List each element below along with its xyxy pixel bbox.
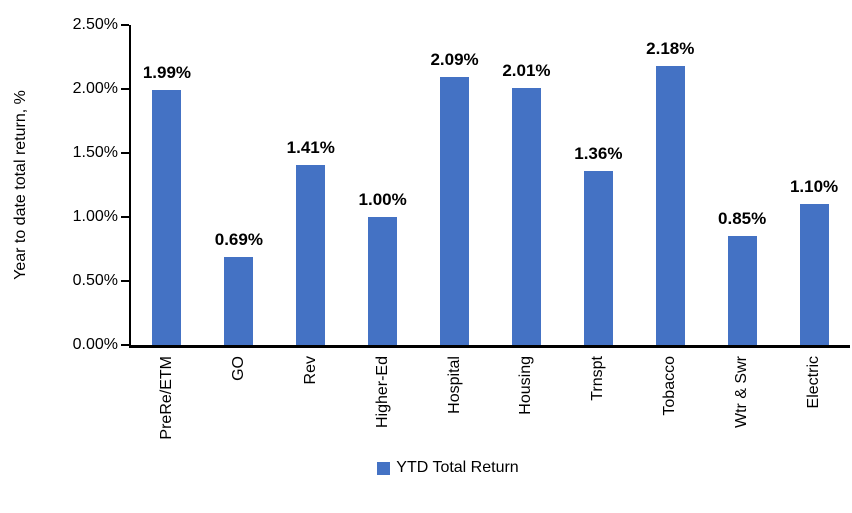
x-axis-category-label: Higher-Ed — [373, 356, 391, 429]
y-axis-tick-label: 0.50% — [72, 272, 118, 289]
bar — [224, 256, 254, 345]
x-axis-category-label: GO — [229, 356, 247, 381]
y-axis-tick-label: 1.50% — [72, 144, 118, 161]
legend: YTD Total Return — [44, 459, 852, 477]
bar-value-label: 1.41% — [286, 137, 335, 157]
y-axis-tick-label: 2.50% — [72, 16, 118, 33]
bar-value-label: 1.10% — [789, 177, 839, 197]
bar — [440, 77, 470, 345]
bar-value-label: 0.85% — [718, 209, 767, 229]
y-axis-tick-mark — [121, 216, 129, 218]
bar — [368, 217, 398, 345]
x-axis-category-label: Wtr & Swr — [733, 356, 751, 428]
x-axis-category-label: Electric — [805, 356, 823, 409]
legend-swatch-icon — [377, 461, 391, 475]
y-axis-tick-mark — [121, 24, 129, 26]
bar-value-label: 2.09% — [430, 50, 479, 70]
legend-label: YTD Total Return — [396, 459, 519, 476]
plot-area: 1.99% 0.69% 1.41% 1.00% 2.09% 2.01% 1.36% 2.18%… — [129, 25, 850, 348]
bar — [655, 65, 685, 345]
bar — [296, 164, 326, 345]
x-axis-category-label: Housing — [517, 356, 535, 415]
bar — [583, 170, 613, 345]
bar-value-label: 1.99% — [142, 63, 192, 83]
bar-value-label: 2.01% — [502, 60, 551, 80]
x-axis-category-label: Rev — [301, 356, 319, 385]
y-axis-tick-mark — [121, 344, 129, 346]
y-axis-tick-mark — [121, 88, 129, 90]
bar-value-label: 1.36% — [574, 143, 623, 163]
bar-value-label: 1.00% — [358, 190, 407, 209]
y-axis-tick-mark — [121, 152, 129, 154]
x-axis-category-label: Tobacco — [661, 356, 679, 416]
y-axis-tick-label: 2.00% — [72, 80, 118, 97]
bar — [799, 204, 829, 345]
y-axis-tick-label: 1.00% — [72, 208, 118, 225]
bar — [511, 87, 541, 345]
y-axis-tick-mark — [121, 280, 129, 282]
bar-value-label: 2.18% — [646, 38, 695, 58]
y-axis-title: Year to date total return, % — [4, 25, 38, 345]
bar — [152, 90, 182, 345]
y-axis-tick-label: 0.00% — [72, 336, 118, 353]
x-axis-category-label: Hospital — [445, 356, 463, 414]
bar-value-label: 0.69% — [214, 229, 263, 249]
bar — [727, 236, 757, 345]
x-axis-category-label: PreRe/ETM — [157, 356, 175, 440]
y-axis-title-text: Year to date total return, % — [12, 90, 29, 280]
x-axis-category-label: Trnspt — [589, 356, 607, 401]
